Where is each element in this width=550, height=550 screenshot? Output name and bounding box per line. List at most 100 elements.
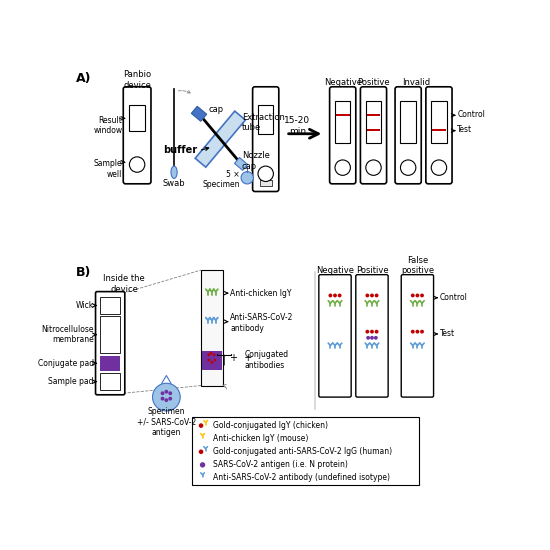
Text: 5 ×
Specimen: 5 × Specimen: [202, 169, 239, 189]
Circle shape: [258, 166, 273, 182]
Bar: [432, 129, 446, 131]
Circle shape: [164, 390, 168, 394]
Text: Test: Test: [440, 329, 455, 338]
Circle shape: [164, 398, 168, 402]
Circle shape: [213, 353, 216, 356]
Text: Positive: Positive: [357, 79, 390, 87]
Text: Conjugated
antibodies: Conjugated antibodies: [244, 350, 288, 370]
Text: Inside the
device: Inside the device: [103, 274, 145, 294]
Circle shape: [374, 336, 378, 340]
Bar: [366, 129, 381, 131]
Circle shape: [420, 294, 424, 298]
FancyBboxPatch shape: [96, 292, 125, 395]
Circle shape: [338, 294, 342, 298]
Text: Specimen
+/- SARS-CoV-2
antigen: Specimen +/- SARS-CoV-2 antigen: [137, 407, 196, 437]
Text: +  +: + +: [230, 353, 252, 363]
Circle shape: [207, 353, 210, 356]
Text: Test: Test: [458, 125, 472, 134]
Bar: [260, 180, 272, 186]
Circle shape: [375, 294, 378, 298]
Text: Control: Control: [440, 293, 467, 303]
Circle shape: [129, 157, 145, 172]
Text: Panbio
device: Panbio device: [123, 70, 151, 90]
Bar: [202, 351, 222, 370]
Circle shape: [370, 336, 374, 340]
Bar: [336, 114, 350, 116]
Text: Nitrocellulose
membrane: Nitrocellulose membrane: [41, 325, 94, 344]
Text: Negative: Negative: [324, 79, 362, 87]
Circle shape: [411, 294, 415, 298]
Circle shape: [213, 359, 216, 361]
Circle shape: [199, 449, 204, 454]
Circle shape: [168, 397, 172, 400]
Text: B): B): [76, 266, 92, 279]
Circle shape: [415, 294, 419, 298]
Circle shape: [333, 294, 337, 298]
Circle shape: [207, 359, 210, 361]
Bar: [400, 101, 416, 143]
Text: Extraction
tube: Extraction tube: [242, 113, 285, 132]
Bar: [366, 114, 381, 116]
Polygon shape: [191, 106, 207, 122]
Circle shape: [365, 330, 369, 333]
Circle shape: [129, 157, 145, 172]
Bar: [335, 101, 350, 143]
Bar: [100, 316, 120, 353]
FancyBboxPatch shape: [356, 274, 388, 397]
Text: Anti-chicken IgY (mouse): Anti-chicken IgY (mouse): [213, 434, 309, 443]
Circle shape: [366, 336, 370, 340]
Text: A): A): [76, 72, 92, 85]
Circle shape: [199, 424, 204, 428]
FancyBboxPatch shape: [329, 87, 356, 184]
Circle shape: [200, 462, 205, 468]
Circle shape: [241, 172, 254, 184]
Text: Nozzle
cap: Nozzle cap: [242, 151, 270, 170]
Text: cap: cap: [208, 104, 223, 114]
FancyBboxPatch shape: [402, 274, 433, 397]
Text: Positive: Positive: [356, 266, 388, 274]
FancyBboxPatch shape: [426, 87, 452, 184]
Text: Anti-chicken IgY: Anti-chicken IgY: [230, 289, 292, 298]
Circle shape: [415, 330, 419, 333]
Circle shape: [210, 352, 212, 355]
Text: Gold-conjugated IgY (chicken): Gold-conjugated IgY (chicken): [213, 421, 328, 430]
Text: Result
window: Result window: [94, 116, 123, 135]
Text: Swab: Swab: [163, 179, 185, 188]
Polygon shape: [195, 111, 245, 167]
Bar: [129, 104, 145, 131]
Circle shape: [431, 160, 447, 175]
Text: 15-20
min: 15-20 min: [284, 117, 310, 136]
Text: buffer: buffer: [163, 145, 197, 155]
Bar: [192, 417, 419, 485]
Circle shape: [420, 330, 424, 333]
Circle shape: [328, 294, 332, 298]
FancyBboxPatch shape: [360, 87, 387, 184]
Bar: [201, 270, 223, 386]
Text: Anti-SARS-CoV-2 antibody (undefined isotype): Anti-SARS-CoV-2 antibody (undefined isot…: [213, 474, 390, 482]
FancyBboxPatch shape: [252, 87, 279, 191]
Bar: [100, 355, 120, 371]
Circle shape: [161, 397, 164, 400]
Text: Negative: Negative: [316, 266, 354, 274]
Circle shape: [152, 383, 180, 411]
Text: Anti-SARS-CoV-2
antibody: Anti-SARS-CoV-2 antibody: [230, 314, 294, 333]
Text: False
positive: False positive: [401, 256, 434, 275]
FancyBboxPatch shape: [123, 87, 151, 184]
Circle shape: [335, 160, 350, 175]
Circle shape: [375, 330, 378, 333]
Circle shape: [370, 330, 374, 333]
Bar: [366, 101, 381, 143]
Circle shape: [161, 392, 164, 395]
FancyBboxPatch shape: [395, 87, 421, 184]
Circle shape: [400, 160, 416, 175]
Bar: [431, 101, 447, 143]
Ellipse shape: [171, 166, 177, 178]
Bar: [100, 373, 120, 390]
Text: Invalid: Invalid: [403, 79, 431, 87]
Text: Conjugate pad: Conjugate pad: [38, 359, 94, 368]
Circle shape: [211, 361, 213, 364]
Text: SARS-CoV-2 antigen (i.e. N protein): SARS-CoV-2 antigen (i.e. N protein): [213, 460, 348, 469]
Text: Control: Control: [458, 110, 485, 119]
Circle shape: [168, 392, 172, 395]
Bar: [100, 297, 120, 314]
